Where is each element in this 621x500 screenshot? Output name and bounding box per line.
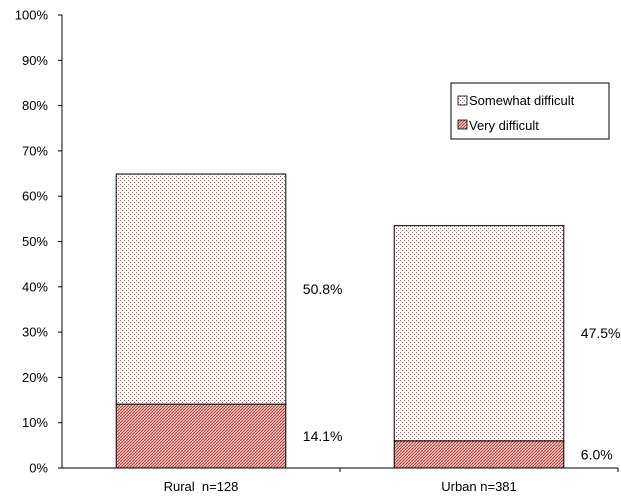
x-category-label: Rural n=128 (164, 479, 239, 494)
data-labels: 14.1% 50.8% 6.0% 47.5% (303, 281, 621, 462)
y-tick-label: 30% (22, 325, 48, 340)
data-label: 50.8% (303, 281, 343, 297)
y-tick-label: 70% (22, 143, 48, 158)
y-tick-label: 0% (29, 461, 48, 476)
bar-segment (393, 225, 565, 442)
x-category-label: Urban n=381 (441, 479, 517, 494)
data-label: 47.5% (581, 325, 621, 341)
y-tick-label: 80% (22, 98, 48, 113)
y-tick-label: 100% (15, 8, 49, 23)
data-label: 14.1% (303, 428, 343, 444)
bar-segment (115, 173, 287, 405)
y-axis: 0% 10% 20% 30% 40% 50% 60% 70% 80% 90% 100% (15, 8, 63, 476)
legend-box (450, 82, 610, 140)
bars (115, 173, 565, 469)
y-tick-label: 90% (22, 53, 48, 68)
y-tick-label: 50% (22, 234, 48, 249)
y-tick-label: 40% (22, 279, 48, 294)
y-tick-label: 10% (22, 415, 48, 430)
y-tick-label: 20% (22, 370, 48, 385)
x-axis: Rural n=128 Urban n=381 (62, 467, 619, 494)
legend-swatch-somewhat-difficult (457, 95, 468, 106)
y-tick-label: 60% (22, 189, 48, 204)
bar-segment (115, 403, 287, 469)
legend-swatch-very-difficult (457, 119, 468, 130)
bar-segment (393, 440, 565, 469)
legend-label-somewhat-difficult: Somewhat difficult (469, 93, 575, 108)
data-label: 6.0% (581, 446, 613, 462)
legend: Somewhat difficult Very difficult (450, 82, 610, 140)
legend-label-very-difficult: Very difficult (469, 118, 539, 133)
